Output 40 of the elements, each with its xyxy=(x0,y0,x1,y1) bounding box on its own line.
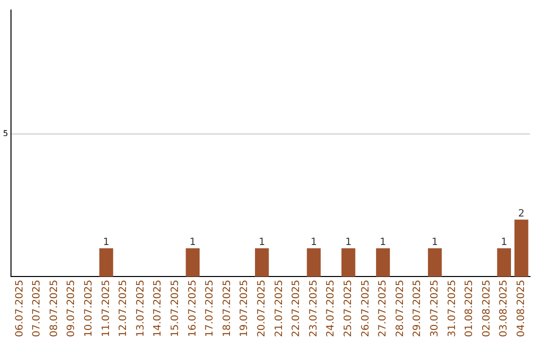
x-tick-label: 10.07.2025 xyxy=(84,280,95,338)
x-tick-label: 27.07.2025 xyxy=(378,280,389,338)
y-tick-label: 5 xyxy=(2,129,8,138)
data-label: 1 xyxy=(380,236,386,248)
x-tick-label: 22.07.2025 xyxy=(291,280,302,338)
data-label: 1 xyxy=(432,236,438,248)
x-tick-label: 01.08.2025 xyxy=(464,280,476,338)
x-tick-label: 20.07.2025 xyxy=(256,280,268,338)
x-tick-label: 06.07.2025 xyxy=(14,280,26,338)
x-tick-label: 13.07.2025 xyxy=(135,280,146,338)
x-tick-label: 23.07.2025 xyxy=(308,280,320,338)
x-tick-label: 09.07.2025 xyxy=(66,280,78,338)
data-label: 1 xyxy=(500,236,508,248)
x-tick-label: 28.07.2025 xyxy=(394,280,406,338)
x-tick-label: 14.07.2025 xyxy=(152,280,164,338)
data-label: 1 xyxy=(310,236,317,248)
data-label: 1 xyxy=(345,236,352,248)
x-tick-label: 11.07.2025 xyxy=(100,280,112,338)
x-tick-label: 02.08.2025 xyxy=(481,280,492,338)
x-tick-label: 03.08.2025 xyxy=(498,280,510,338)
x-tick-label: 30.07.2025 xyxy=(429,280,440,338)
x-tick-label: 26.07.2025 xyxy=(360,280,372,338)
x-tick-label: 17.07.2025 xyxy=(204,280,216,338)
x-tick-label: 19.07.2025 xyxy=(239,280,250,338)
data-label: 2 xyxy=(518,208,525,220)
x-tick-label: 25.07.2025 xyxy=(342,280,354,338)
x-tick-label: 08.07.2025 xyxy=(48,280,60,338)
x-tick-label: 16.07.2025 xyxy=(187,280,198,338)
x-tick-label: 31.07.2025 xyxy=(446,280,458,338)
x-tick-label: 15.07.2025 xyxy=(170,280,182,338)
data-label: 1 xyxy=(103,236,110,248)
x-tick-label: 29.07.2025 xyxy=(412,280,424,338)
x-tick-label: 12.07.2025 xyxy=(118,280,130,338)
data-label: 1 xyxy=(190,236,196,248)
x-tick-label: 04.08.2025 xyxy=(516,280,527,338)
x-tick-label: 21.07.2025 xyxy=(274,280,285,338)
x-tick-label: 07.07.2025 xyxy=(32,280,43,338)
x-tick-label: 24.07.2025 xyxy=(326,280,337,338)
data-label: 1 xyxy=(258,236,266,248)
x-tick-label: 18.07.2025 xyxy=(222,280,233,338)
